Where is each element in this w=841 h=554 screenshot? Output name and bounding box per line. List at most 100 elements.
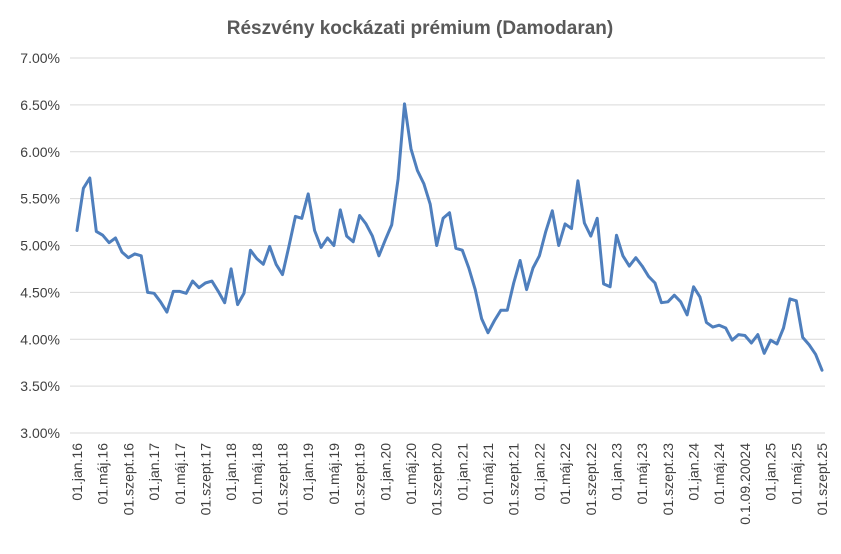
- y-tick-label: 6.50%: [20, 97, 60, 113]
- data-point: [101, 234, 104, 237]
- data-point: [718, 324, 721, 327]
- x-tick-label: 01.jan.20: [377, 443, 393, 501]
- data-point: [146, 291, 149, 294]
- x-tick-label: 01.máj.24: [711, 443, 727, 505]
- x-tick-label: 01.máj.21: [480, 443, 496, 505]
- data-point: [332, 244, 336, 247]
- data-point: [133, 252, 136, 256]
- x-tick-label: 01.jan.17: [146, 443, 162, 501]
- data-point: [255, 257, 258, 260]
- data-point: [820, 369, 824, 372]
- data-point: [576, 179, 580, 182]
- data-point: [647, 275, 650, 278]
- data-point: [396, 177, 400, 181]
- data-point: [422, 182, 425, 185]
- data-point: [653, 281, 657, 285]
- x-tick-label: 01.szept.17: [197, 443, 213, 516]
- data-point: [615, 234, 618, 237]
- data-point: [140, 254, 143, 257]
- gridlines: [70, 57, 825, 434]
- data-point: [525, 288, 528, 291]
- data-point: [242, 292, 246, 295]
- data-point: [467, 266, 470, 270]
- data-point: [165, 310, 169, 314]
- y-tick-label: 7.00%: [20, 50, 60, 66]
- y-tick-label: 3.50%: [20, 378, 60, 394]
- data-point: [120, 250, 124, 254]
- data-point: [660, 301, 663, 304]
- y-tick-label: 3.00%: [20, 425, 60, 441]
- data-point: [474, 288, 477, 291]
- data-point: [685, 313, 689, 317]
- data-point: [551, 209, 554, 212]
- data-point: [461, 249, 464, 252]
- data-point: [217, 290, 220, 293]
- x-tick-label: 01.jan.18: [223, 443, 239, 501]
- x-tick-label: 01.szept.23: [660, 443, 676, 516]
- data-point: [319, 246, 323, 249]
- data-point: [724, 326, 727, 330]
- data-point: [435, 244, 438, 247]
- data-point: [287, 245, 291, 248]
- data-point: [274, 263, 278, 266]
- data-point: [127, 256, 130, 259]
- data-point: [743, 334, 747, 337]
- data-point: [409, 147, 413, 151]
- y-tick-label: 6.00%: [20, 144, 60, 160]
- data-point: [326, 236, 329, 240]
- data-point: [801, 336, 804, 339]
- data-point: [737, 333, 740, 336]
- data-point: [583, 221, 586, 225]
- data-point: [557, 244, 560, 247]
- data-point: [538, 254, 541, 257]
- data-point: [358, 214, 361, 217]
- data-point: [371, 234, 374, 238]
- data-point: [775, 342, 779, 346]
- data-point: [602, 282, 605, 286]
- data-point: [178, 290, 181, 293]
- data-point: [448, 211, 451, 214]
- data-point: [698, 295, 702, 299]
- data-point: [763, 352, 766, 355]
- y-tick-label: 4.50%: [20, 284, 60, 300]
- data-point: [236, 303, 239, 306]
- data-point: [345, 234, 348, 238]
- data-point: [673, 294, 676, 297]
- data-point: [788, 297, 792, 301]
- x-tick-label: 01.máj.16: [95, 443, 111, 505]
- data-point: [300, 217, 303, 220]
- data-point: [506, 309, 509, 312]
- x-tick-label: 01.máj.20: [403, 443, 419, 505]
- data-point: [544, 230, 547, 233]
- data-point: [634, 256, 637, 259]
- data-point: [499, 309, 503, 312]
- data-point: [795, 299, 798, 302]
- x-tick-label: 01.máj.19: [326, 443, 342, 505]
- x-tick-label: 01.szept.18: [275, 443, 291, 516]
- x-tick-label: 01.jan.21: [454, 443, 470, 501]
- x-tick-label: 01.szept.25: [814, 443, 830, 516]
- data-point: [750, 341, 753, 345]
- x-tick-label: 01.jan.25: [763, 443, 779, 501]
- data-point: [339, 208, 342, 212]
- data-point: [486, 331, 490, 334]
- x-axis-ticks: 01.jan.16 01.máj.16 01.szept.16 01.jan.17 01…: [69, 443, 830, 525]
- data-point: [454, 247, 458, 250]
- data-point: [518, 259, 522, 262]
- data-point: [692, 285, 695, 288]
- data-point: [313, 229, 316, 232]
- x-tick-label: 01.máj.17: [172, 443, 188, 505]
- x-tick-label: 01.szept.22: [583, 443, 599, 516]
- data-point: [185, 292, 188, 295]
- data-point: [641, 264, 644, 268]
- data-point: [711, 325, 714, 329]
- data-point: [114, 236, 117, 240]
- data-point: [666, 300, 670, 303]
- data-point: [191, 279, 194, 283]
- data-point: [808, 343, 811, 347]
- y-tick-label: 5.00%: [20, 238, 60, 254]
- x-tick-label: 01.jan.22: [531, 443, 547, 501]
- data-point: [107, 241, 111, 244]
- data-point: [95, 230, 98, 233]
- x-tick-label: 01.szept.19: [352, 443, 368, 516]
